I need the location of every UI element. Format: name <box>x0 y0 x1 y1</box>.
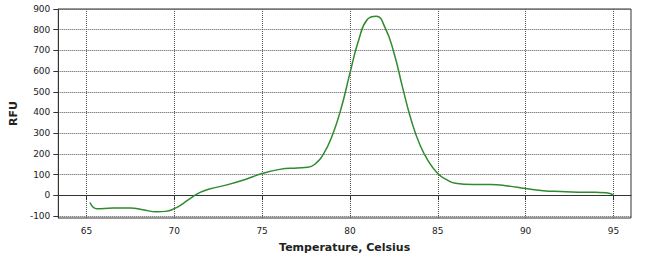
svg-text:65: 65 <box>81 226 92 236</box>
svg-text:900: 900 <box>33 4 50 14</box>
svg-text:95: 95 <box>608 226 619 236</box>
svg-text:-100: -100 <box>30 211 51 221</box>
svg-text:85: 85 <box>432 226 443 236</box>
svg-text:400: 400 <box>33 107 50 117</box>
svg-text:600: 600 <box>33 66 50 76</box>
svg-text:300: 300 <box>33 128 50 138</box>
svg-text:700: 700 <box>33 45 50 55</box>
svg-text:800: 800 <box>33 25 50 35</box>
svg-text:70: 70 <box>169 226 181 236</box>
svg-text:RFU: RFU <box>7 101 20 126</box>
svg-text:0: 0 <box>45 190 51 200</box>
svg-text:200: 200 <box>33 149 50 159</box>
svg-text:75: 75 <box>256 226 267 236</box>
svg-text:80: 80 <box>344 226 356 236</box>
svg-text:90: 90 <box>520 226 532 236</box>
svg-text:500: 500 <box>33 87 50 97</box>
svg-text:Temperature, Celsius: Temperature, Celsius <box>279 241 411 254</box>
svg-text:100: 100 <box>33 170 50 180</box>
